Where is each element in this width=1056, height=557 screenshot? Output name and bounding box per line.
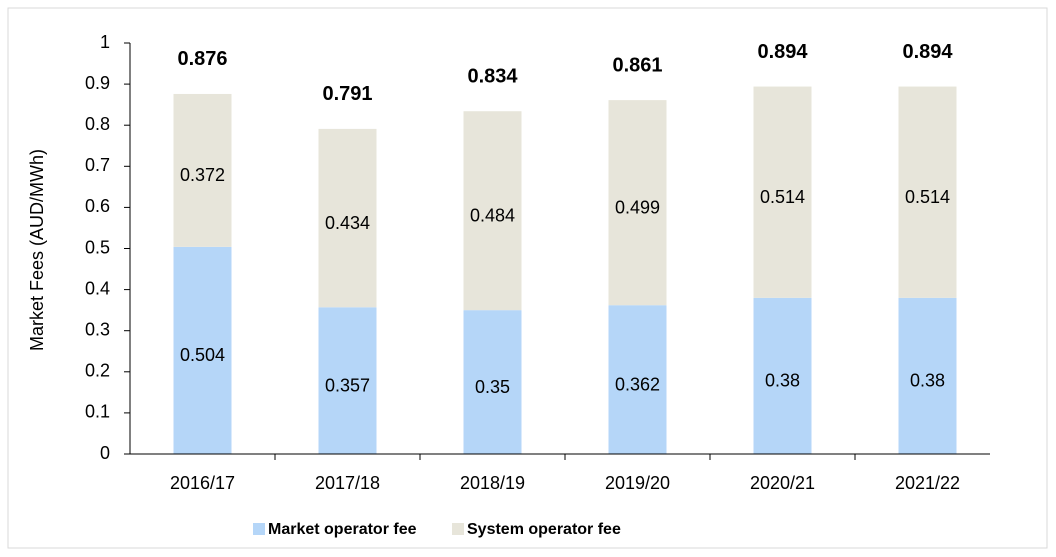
y-tick-label: 0 — [100, 443, 110, 463]
value-label: 0.362 — [615, 374, 660, 394]
legend-swatch — [253, 523, 265, 535]
bar-segment — [173, 246, 232, 454]
value-label: 0.372 — [180, 165, 225, 185]
bar-segment — [608, 305, 667, 454]
value-label: 0.484 — [470, 205, 515, 225]
value-label: 0.38 — [910, 371, 945, 391]
legend-label: Market operator fee — [268, 521, 417, 538]
bar-segment — [463, 310, 522, 454]
x-tick-label: 2016/17 — [170, 473, 235, 493]
value-label: 0.35 — [475, 377, 510, 397]
y-tick-label: 0.6 — [85, 196, 110, 216]
bar-segment — [318, 128, 377, 308]
bar-segment — [318, 307, 377, 454]
total-label: 0.894 — [902, 41, 953, 63]
total-label: 0.894 — [757, 41, 808, 63]
total-label: 0.876 — [177, 48, 227, 70]
bar-segment — [753, 297, 812, 454]
legend-swatch — [452, 523, 464, 535]
x-tick-label: 2018/19 — [460, 473, 525, 493]
x-tick-label: 2020/21 — [750, 473, 815, 493]
value-label: 0.514 — [905, 187, 950, 207]
value-label: 0.357 — [325, 375, 370, 395]
y-tick-label: 0.7 — [85, 155, 110, 175]
x-tick-label: 2021/22 — [895, 473, 960, 493]
total-label: 0.791 — [322, 83, 372, 105]
y-tick-label: 0.5 — [85, 237, 110, 257]
bar-segment — [753, 86, 812, 298]
y-tick-label: 0.9 — [85, 73, 110, 93]
value-label: 0.434 — [325, 213, 370, 233]
y-tick-label: 0.8 — [85, 114, 110, 134]
bar-segment — [898, 297, 957, 454]
bar-segment — [463, 111, 522, 311]
chart-frame — [7, 7, 1048, 549]
total-label: 0.834 — [467, 66, 518, 88]
y-tick-label: 0.3 — [85, 319, 110, 339]
bar-segment — [173, 93, 232, 247]
legend-label: System operator fee — [467, 521, 621, 538]
x-tick-label: 2017/18 — [315, 473, 380, 493]
y-axis-label: Market Fees (AUD/MWh) — [27, 149, 47, 351]
x-tick-label: 2019/20 — [605, 473, 670, 493]
y-tick-label: 1 — [100, 32, 110, 52]
y-tick-label: 0.1 — [85, 402, 110, 422]
y-tick-label: 0.4 — [85, 278, 110, 298]
total-label: 0.861 — [612, 54, 662, 76]
y-tick-label: 0.2 — [85, 361, 110, 381]
value-label: 0.514 — [760, 187, 805, 207]
value-label: 0.499 — [615, 197, 660, 217]
value-label: 0.504 — [180, 345, 225, 365]
bar-segment — [898, 86, 957, 298]
bar-segment — [608, 100, 667, 306]
value-label: 0.38 — [765, 371, 800, 391]
